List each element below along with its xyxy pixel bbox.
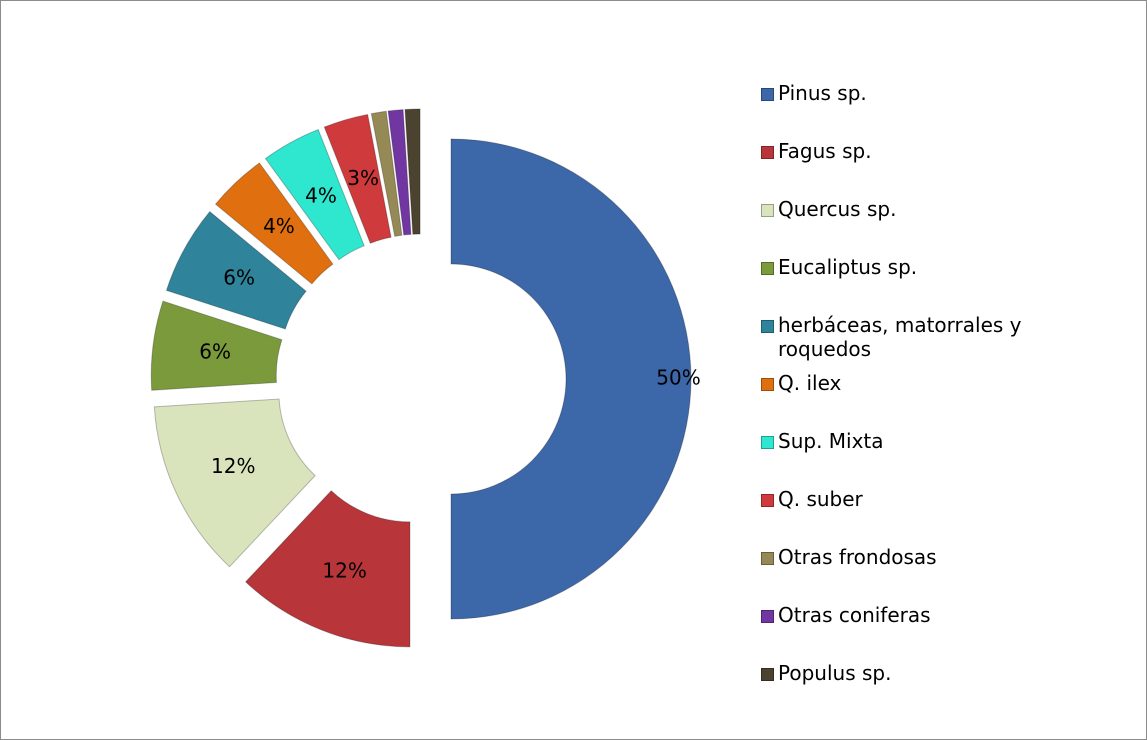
plot-area: 50% 12% 12% 6% 6% 4% 4% 3% bbox=[150, 108, 701, 648]
legend-item: Sup. Mixta bbox=[761, 429, 1091, 453]
donut-slice bbox=[150, 300, 283, 391]
legend-label: Sup. Mixta bbox=[778, 429, 884, 453]
legend-item: Eucaliptus sp. bbox=[761, 255, 1091, 279]
legend-item: herbáceas, matorrales y roquedos bbox=[761, 313, 1091, 361]
legend-label: Quercus sp. bbox=[778, 197, 897, 221]
legend-swatch bbox=[761, 552, 774, 565]
legend-item: Quercus sp. bbox=[761, 197, 1091, 221]
legend-item: Fagus sp. bbox=[761, 139, 1091, 163]
legend-label: herbáceas, matorrales y roquedos bbox=[778, 313, 1022, 361]
donut-slice bbox=[214, 162, 334, 285]
legend-swatch bbox=[761, 320, 774, 333]
data-label: 6% bbox=[223, 266, 255, 290]
legend-label: Otras frondosas bbox=[778, 545, 937, 569]
legend-swatch bbox=[761, 436, 774, 449]
legend-swatch bbox=[761, 610, 774, 623]
donut-slice bbox=[264, 128, 365, 261]
legend-label: Q. ilex bbox=[778, 371, 842, 395]
donut-slice bbox=[370, 110, 403, 237]
legend-swatch bbox=[761, 668, 774, 681]
data-label: 12% bbox=[211, 454, 255, 478]
legend-label: Eucaliptus sp. bbox=[778, 255, 918, 279]
legend-label: Pinus sp. bbox=[778, 81, 867, 105]
legend-swatch bbox=[761, 88, 774, 101]
donut-slice bbox=[165, 210, 307, 330]
data-label: 50% bbox=[656, 366, 700, 390]
legend-label: Fagus sp. bbox=[778, 139, 872, 163]
data-label: 3% bbox=[347, 166, 379, 190]
data-label: 12% bbox=[322, 558, 366, 582]
donut-slice bbox=[450, 138, 692, 620]
donut-slice bbox=[244, 490, 411, 648]
legend-item: Q. suber bbox=[761, 487, 1091, 511]
donut-slice bbox=[404, 108, 421, 235]
donut-slice bbox=[323, 113, 392, 244]
legend-label: Populus sp. bbox=[778, 661, 892, 685]
donut-slice bbox=[387, 109, 412, 236]
legend-swatch bbox=[761, 378, 774, 391]
data-label: 4% bbox=[305, 184, 337, 208]
donut-slice bbox=[153, 398, 316, 568]
data-label: 6% bbox=[199, 339, 231, 363]
legend-label: Otras coniferas bbox=[778, 603, 931, 627]
legend-item: Otras frondosas bbox=[761, 545, 1091, 569]
legend-item: Otras coniferas bbox=[761, 603, 1091, 627]
legend-swatch bbox=[761, 146, 774, 159]
legend-item: Q. ilex bbox=[761, 371, 1091, 395]
legend-swatch bbox=[761, 494, 774, 507]
legend-label: Q. suber bbox=[778, 487, 863, 511]
data-label: 4% bbox=[263, 214, 295, 238]
legend-item: Populus sp. bbox=[761, 661, 1091, 685]
legend-item: Pinus sp. bbox=[761, 81, 1091, 105]
legend-swatch bbox=[761, 262, 774, 275]
legend-swatch bbox=[761, 204, 774, 217]
